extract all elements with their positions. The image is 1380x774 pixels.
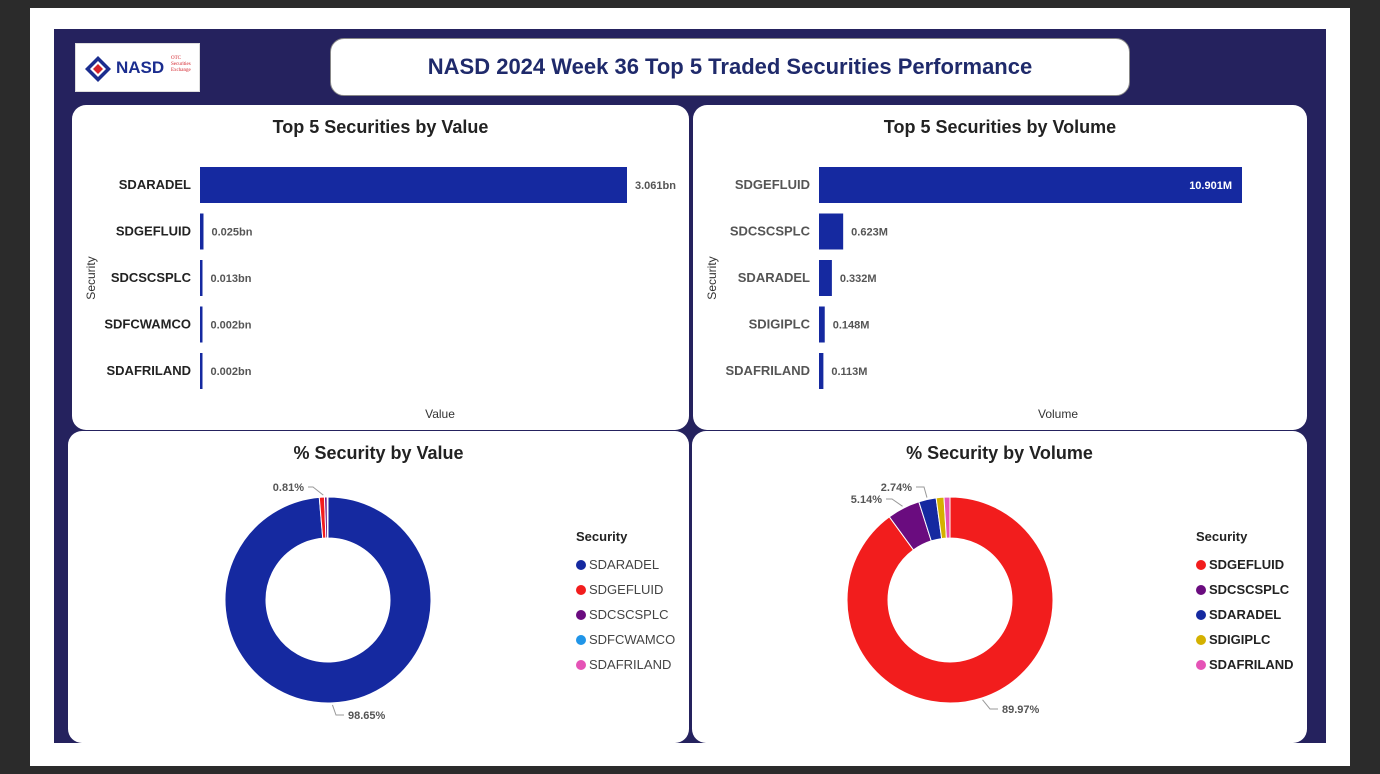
data-label: 0.002bn (211, 320, 252, 332)
legend-dot-icon (1196, 659, 1206, 670)
value-bar-panel: Top 5 Securities by Value SDARADEL 3.061b… (72, 105, 689, 430)
data-label: 3.061bn (635, 180, 676, 192)
value-bar-title: Top 5 Securities by Value (272, 117, 489, 137)
legend-label: SDARADEL (1209, 607, 1282, 622)
bar (200, 167, 627, 203)
bar (200, 213, 204, 250)
logo-tagline: OTC Securities Exchange (171, 56, 191, 73)
legend-item[interactable]: SDAFRILAND (1196, 652, 1294, 677)
callout-line (331, 704, 344, 716)
legend-label: SDAFRILAND (589, 657, 672, 672)
data-label: 0.148M (833, 320, 870, 332)
value-donut-chart: 0.81% 98.65% (224, 482, 432, 722)
value-donut-title: % Security by Value (293, 443, 464, 463)
callout-line (916, 486, 928, 498)
category-tick-label: SDGEFLUID (735, 177, 810, 192)
legend-item[interactable]: SDIGIPLC (1196, 627, 1294, 652)
legend-item[interactable]: SDARADEL (576, 552, 675, 577)
bar (200, 260, 203, 296)
legend-item[interactable]: SDGEFLUID (576, 577, 675, 602)
donut-slice (224, 496, 432, 704)
legend-label: SDGEFLUID (589, 582, 664, 597)
legend-dot-icon (576, 659, 586, 670)
donut-slice (846, 496, 1054, 704)
legend-dot-icon (1196, 559, 1206, 570)
category-tick-label: SDGEFLUID (116, 224, 191, 239)
bar (819, 167, 1242, 203)
page-title: NASD 2024 Week 36 Top 5 Traded Securitie… (427, 54, 1033, 79)
legend-item[interactable]: SDAFRILAND (576, 652, 675, 677)
category-tick-label: SDARADEL (738, 270, 810, 285)
legend-title: Security (1196, 529, 1248, 544)
legend-dot-icon (1196, 609, 1206, 620)
value-donut-legend: Security SDARADEL SDGEFLUID SDCSCSPLC SDFCW… (576, 529, 675, 677)
data-label: 0.002bn (211, 366, 252, 378)
bar (819, 353, 824, 389)
legend-label: SDCSCSPLC (589, 607, 669, 622)
legend-dot-icon (576, 634, 586, 645)
legend-item[interactable]: SDARADEL (1196, 602, 1294, 627)
category-tick-label: SDCSCSPLC (111, 270, 192, 285)
page-title-box: NASD 2024 Week 36 Top 5 Traded Securitie… (330, 38, 1130, 96)
category-tick-label: SDARADEL (119, 177, 191, 192)
y-axis-label: Security (705, 256, 719, 299)
bar (200, 353, 203, 389)
data-label: 0.025bn (211, 227, 252, 239)
volume-donut-legend: Security SDGEFLUID SDCSCSPLC SDARADEL SDIGI… (1196, 529, 1294, 677)
percent-label: 98.65% (348, 710, 386, 722)
legend-item[interactable]: SDGEFLUID (1196, 552, 1294, 577)
bar (819, 306, 825, 343)
legend-dot-icon (1196, 634, 1206, 645)
volume-bar-title: Top 5 Securities by Volume (883, 117, 1117, 137)
legend-label: SDCSCSPLC (1209, 582, 1290, 597)
callout-line (982, 699, 998, 710)
legend-label: SDFCWAMCO (589, 632, 676, 647)
bar (200, 306, 203, 343)
legend-item[interactable]: SDFCWAMCO (576, 627, 675, 652)
category-tick-label: SDCSCSPLC (730, 224, 811, 239)
category-tick-label: SDAFRILAND (107, 363, 192, 378)
legend-dot-icon (576, 559, 586, 570)
legend-item[interactable]: SDCSCSPLC (1196, 577, 1294, 602)
logo-text: NASD (116, 58, 165, 77)
legend-label: SDARADEL (589, 557, 660, 572)
category-tick-label: SDAFRILAND (726, 363, 811, 378)
data-label: 0.113M (831, 366, 867, 378)
percent-label: 2.74% (881, 482, 912, 494)
volume-donut-title: % Security by Volume (906, 443, 1093, 463)
value-donut-panel: % Security by Value 0.81% 98.65% Security… (68, 431, 689, 743)
data-label: 0.623M (851, 227, 888, 239)
data-label: 0.332M (840, 273, 877, 285)
volume-donut-chart: 5.14%2.74% 89.97% (846, 482, 1054, 716)
legend-dot-icon (576, 584, 586, 595)
legend-dot-icon (576, 609, 586, 620)
volume-donut-panel: % Security by Volume 5.14% 2.74% 89.97% Se… (692, 431, 1307, 743)
legend-label: SDAFRILAND (1209, 657, 1294, 672)
percent-label: 89.97% (1002, 704, 1040, 716)
volume-bar-chart: SDGEFLUID 10.901M SDCSCSPLC 0.623M SDARADEL 0… (705, 167, 1242, 421)
data-label: 10.901M (1189, 180, 1232, 192)
legend-dot-icon (1196, 584, 1206, 595)
legend-item[interactable]: SDCSCSPLC (576, 602, 675, 627)
legend-title: Security (576, 529, 628, 544)
y-axis-label: Security (84, 256, 98, 299)
bar (819, 213, 844, 250)
x-axis-label: Value (425, 407, 455, 421)
category-tick-label: SDIGIPLC (749, 317, 811, 332)
donut-slice (943, 496, 951, 539)
category-tick-label: SDFCWAMCO (104, 317, 191, 332)
percent-label: 5.14% (851, 494, 882, 506)
volume-bar-panel: Top 5 Securities by Volume SDGEFLUID 10.9… (693, 105, 1307, 430)
callout-line (886, 498, 903, 507)
value-bar-chart: SDARADEL 3.061bn SDGEFLUID 0.025bn SDCSCSPLC… (84, 167, 676, 421)
logo-diamond-icon (85, 56, 111, 82)
data-label: 0.013bn (211, 273, 252, 285)
percent-label: 0.81% (273, 482, 304, 494)
nasd-logo: NASD OTC Securities Exchange (75, 43, 200, 92)
legend-label: SDGEFLUID (1209, 557, 1285, 572)
callout-line (308, 486, 324, 496)
bar (819, 260, 832, 296)
x-axis-label: Volume (1038, 407, 1078, 421)
legend-label: SDIGIPLC (1209, 632, 1271, 647)
